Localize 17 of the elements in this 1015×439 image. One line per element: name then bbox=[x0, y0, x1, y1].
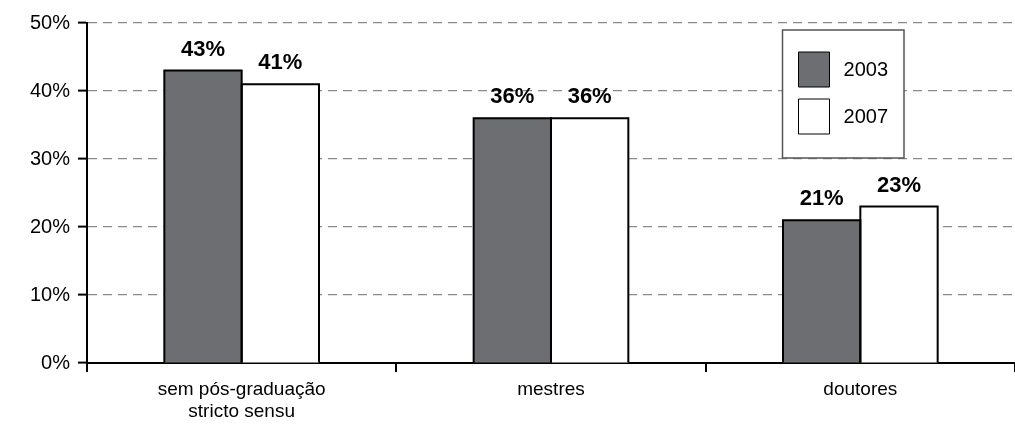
y-tick-label: 0% bbox=[41, 350, 71, 373]
data-label: 36% bbox=[490, 83, 535, 109]
x-tick-label: doutores bbox=[823, 377, 898, 399]
y-tick-label: 30% bbox=[29, 146, 71, 169]
data-label: 41% bbox=[258, 49, 303, 75]
data-label: 23% bbox=[876, 171, 922, 197]
x-tick-label: sem pós-graduação stricto sensu bbox=[157, 377, 326, 422]
legend-label: 2007 bbox=[843, 104, 889, 127]
y-tick-label: 40% bbox=[29, 78, 71, 101]
data-label: 21% bbox=[799, 185, 844, 211]
data-label: 43% bbox=[180, 35, 226, 61]
y-tick-label: 10% bbox=[29, 282, 71, 305]
legend-label: 2003 bbox=[843, 57, 889, 80]
x-tick-label: mestres bbox=[517, 377, 585, 399]
y-tick-label: 20% bbox=[29, 214, 71, 237]
data-label: 36% bbox=[567, 83, 612, 109]
y-tick-label: 50% bbox=[29, 10, 71, 33]
